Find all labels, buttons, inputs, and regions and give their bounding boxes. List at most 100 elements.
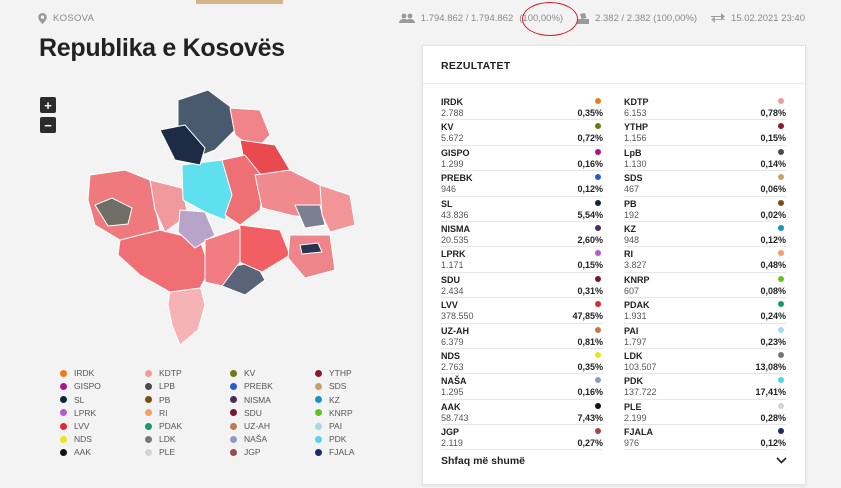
party-name: KNRP: [624, 274, 650, 285]
legend-label: FJALA: [329, 447, 355, 458]
party-name: NDS: [441, 350, 461, 361]
legend-item: LVV: [60, 421, 145, 432]
party-row: IRDK 2.788 0,35%: [441, 95, 603, 121]
party-row: NISMA 20.535 2,60%: [441, 222, 603, 248]
legend-item: SL: [60, 394, 145, 405]
party-votes: 378.550: [441, 311, 474, 322]
legend-label: PLE: [159, 447, 176, 458]
party-color-dot: [595, 123, 601, 130]
legend-label: JGP: [244, 447, 261, 458]
party-color-dot: [595, 351, 601, 358]
party-color-dot: [595, 199, 601, 206]
party-color-dot: [778, 174, 784, 181]
legend-item: PREBK: [230, 381, 315, 392]
party-name: PLE: [624, 401, 642, 412]
party-name: PREBK: [441, 173, 473, 184]
party-color-dot: [778, 123, 784, 130]
party-color-dot: [595, 224, 601, 231]
party-votes: 1.931: [624, 311, 647, 322]
party-percent: 0,16%: [577, 387, 603, 398]
party-name: PB: [624, 198, 637, 209]
legend-dot: [230, 422, 237, 430]
legend-dot: [145, 422, 152, 430]
party-votes: 2.763: [441, 361, 464, 372]
party-row: LpB 1.130 0,14%: [624, 146, 786, 172]
legend-label: PDK: [329, 434, 347, 445]
map-region-southwest: [117, 229, 211, 293]
chevron-down-icon: [776, 455, 787, 467]
legend-item: GISPO: [60, 381, 145, 392]
map-region-central: [221, 154, 266, 226]
legend-dot: [315, 369, 322, 377]
legend-dot: [60, 422, 67, 430]
legend-label: SDU: [244, 407, 262, 418]
legend-item: KNRP: [315, 408, 400, 419]
party-row: YTHP 1.156 0,15%: [624, 120, 786, 146]
party-percent: 0,24%: [760, 311, 786, 322]
legend-item: FJALA: [315, 447, 400, 458]
party-row: FJALA 976 0,12%: [624, 425, 786, 451]
party-row: NDS 2.763 0,35%: [441, 349, 603, 375]
legend-item: KZ: [315, 394, 400, 405]
legend-item: LPRK: [60, 408, 145, 419]
page-title: Republika e Kosovës: [39, 34, 285, 62]
party-percent: 0,14%: [760, 158, 786, 169]
sync-arrows-icon: [711, 13, 726, 23]
party-votes: 607: [624, 285, 640, 296]
party-row: LDK 103.507 13,08%: [624, 349, 786, 375]
legend-dot: [315, 382, 322, 390]
party-percent: 0,16%: [577, 158, 603, 169]
party-name: NISMA: [441, 223, 470, 234]
party-color-dot: [778, 326, 784, 333]
party-row: LPRK 1.171 0,15%: [441, 247, 603, 273]
legend-label: NAŠA: [244, 434, 268, 445]
party-name: RI: [624, 249, 633, 260]
party-color-dot: [595, 174, 601, 181]
zoom-in-button[interactable]: +: [40, 97, 56, 113]
legend-label: GISPO: [74, 381, 101, 392]
party-percent: 0,81%: [577, 336, 603, 347]
updated-stat: 15.02.2021 23:40: [711, 13, 805, 24]
party-votes: 2.434: [441, 285, 464, 296]
updated-time: 15.02.2021 23:40: [731, 12, 805, 24]
party-percent: 0,06%: [760, 184, 786, 195]
party-row: PAI 1.797 0,23%: [624, 324, 786, 349]
legend-label: RI: [159, 407, 168, 418]
legend-label: SL: [74, 394, 85, 405]
legend-label: YTHP: [329, 368, 352, 379]
party-name: KV: [441, 122, 454, 133]
show-more-label: Shfaq më shumë: [441, 455, 526, 467]
legend-label: NISMA: [244, 394, 271, 405]
legend-dot: [145, 396, 152, 404]
legend-dot: [315, 422, 322, 430]
legend-label: UZ-AH: [244, 421, 270, 432]
party-votes: 6.153: [624, 108, 647, 118]
party-percent: 0,27%: [577, 438, 603, 449]
party-row: PREBK 946 0,12%: [441, 171, 603, 197]
legend-dot: [315, 396, 322, 404]
party-percent: 0,08%: [760, 285, 786, 296]
party-votes: 1.797: [624, 336, 647, 347]
party-percent: 0,02%: [760, 209, 786, 220]
kosovo-map[interactable]: [80, 85, 370, 350]
party-row: UZ-AH 6.379 0,81%: [441, 324, 603, 349]
party-name: FJALA: [624, 427, 653, 438]
results-panel: REZULTATET IRDK 2.788 0,35% KV 5.672 0,72% GIS…: [422, 45, 806, 485]
zoom-out-button[interactable]: −: [40, 117, 56, 133]
legend-label: SDS: [329, 381, 347, 392]
party-votes: 976: [624, 438, 640, 449]
party-color-dot: [595, 377, 601, 384]
results-column-right: KDTP 6.153 0,78% YTHP 1.156 0,15% LpB 1.130 0,14…: [624, 95, 786, 451]
party-row: GISPO 1.299 0,16%: [441, 146, 603, 172]
party-name: PAI: [624, 325, 639, 336]
party-name: SDS: [624, 173, 643, 184]
party-color-dot: [595, 275, 601, 282]
party-row: KDTP 6.153 0,78%: [624, 95, 786, 121]
party-percent: 0,12%: [760, 438, 786, 449]
party-row: PDK 137.722 17,41%: [624, 374, 786, 400]
legend-label: IRDK: [74, 368, 95, 379]
party-votes: 1.156: [624, 133, 647, 144]
party-color-dot: [778, 224, 784, 231]
party-votes: 192: [624, 209, 640, 220]
show-more-button[interactable]: Shfaq më shumë: [441, 455, 787, 467]
